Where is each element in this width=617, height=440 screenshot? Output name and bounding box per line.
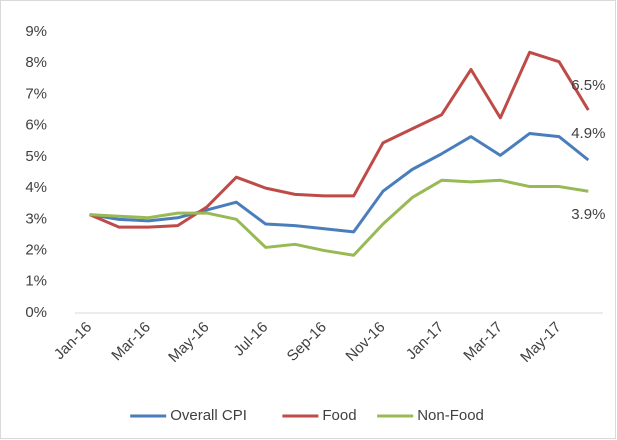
y-tick-label: 2% [25, 242, 47, 259]
series-line [89, 131, 590, 234]
series-line [89, 50, 590, 229]
data-label: 3.9% [571, 206, 605, 223]
y-tick-label: 1% [25, 273, 47, 290]
y-tick-label: 5% [25, 148, 47, 165]
y-tick-label: 8% [25, 54, 47, 71]
y-tick-label: 4% [25, 179, 47, 196]
data-label: 6.5% [571, 77, 605, 94]
y-tick-label: 7% [25, 85, 47, 102]
legend-label: Non-Food [417, 407, 484, 424]
series-line [89, 178, 589, 257]
y-tick-label: 6% [25, 117, 47, 134]
legend-label: Overall CPI [170, 407, 247, 424]
y-tick-label: 9% [25, 23, 47, 40]
y-tick-label: 0% [25, 304, 47, 321]
y-tick-label: 3% [25, 210, 47, 227]
legend-label: Food [322, 407, 356, 424]
data-label: 4.9% [571, 125, 605, 142]
